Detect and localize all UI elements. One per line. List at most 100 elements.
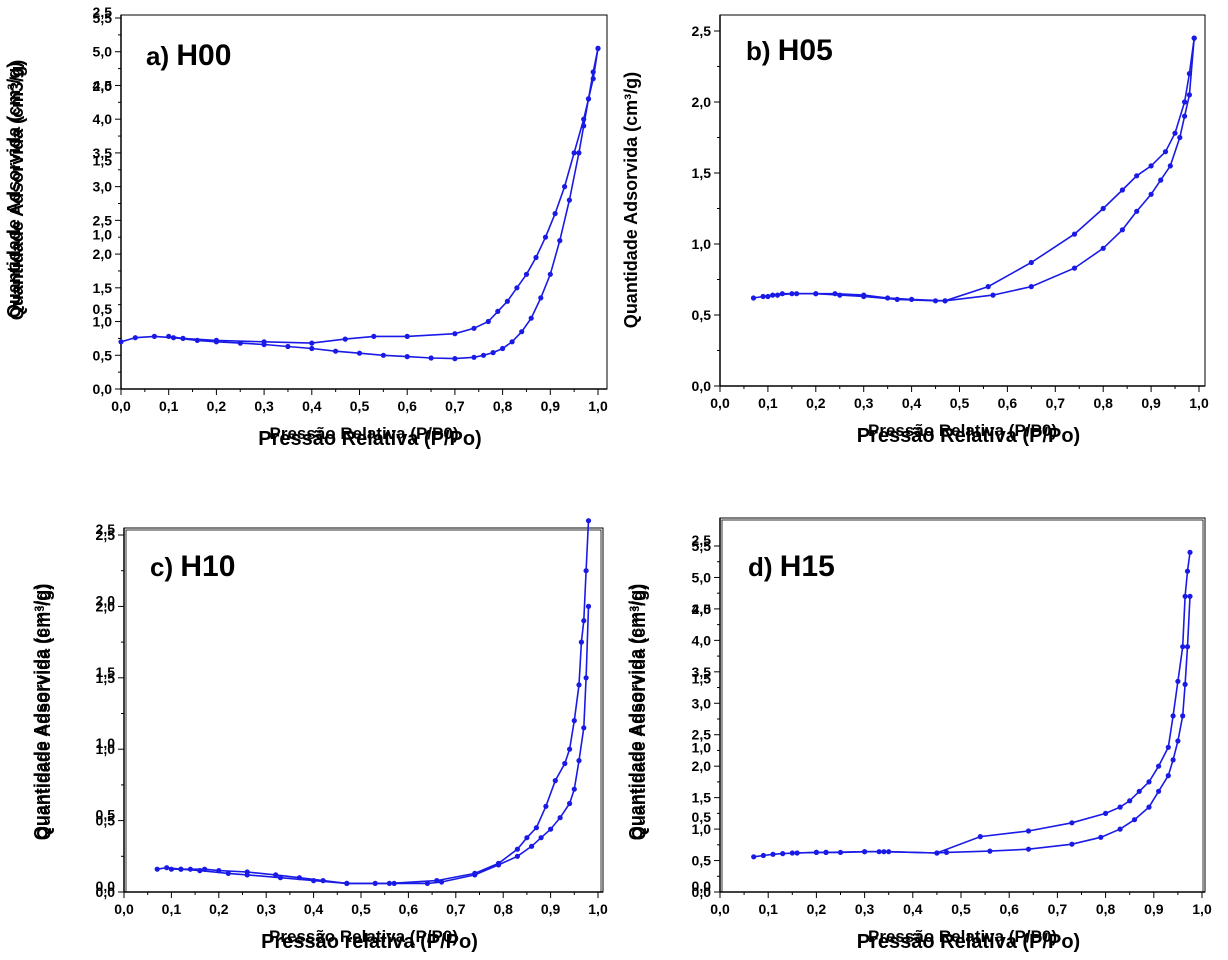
- data-point: [1162, 149, 1169, 155]
- series-line-adsorption: [120, 48, 599, 360]
- data-point: [861, 292, 867, 298]
- y-tick-label: 2,0: [692, 94, 712, 110]
- x-axis-label: Pressão Relativa (P/Po): [857, 931, 1080, 953]
- data-point: [583, 675, 589, 681]
- y-tick-label: 1,0: [692, 821, 712, 837]
- data-point: [213, 337, 219, 343]
- data-point: [1136, 788, 1142, 794]
- chart-panel-b: 0,0 0,1 0,2 0,3 0,4 0,5 0,6 0,7 0,8 0,9 1,0 0,0 0,5 1…: [621, 14, 1209, 447]
- y-tick-label: 5,5: [692, 538, 712, 554]
- chart-panel-c: 0,0 0,1 0,2 0,3 0,4 0,5 0,6 0,7 0,8 0,9 1,0 0,0 0,5 1…: [31, 518, 608, 953]
- x-tick-label: 0,9: [1144, 901, 1164, 917]
- data-point: [1148, 163, 1154, 169]
- data-point: [1100, 205, 1106, 212]
- data-point: [548, 826, 554, 832]
- y-tick-label-overlay: 1,5: [692, 670, 712, 686]
- y-tick-label: 1,0: [96, 741, 116, 757]
- data-point: [1117, 804, 1123, 810]
- panel-title: d) H15: [748, 550, 835, 583]
- y-tick-label: 2,5: [96, 527, 116, 543]
- y-tick-label: 3,5: [692, 664, 712, 680]
- data-point: [424, 880, 430, 887]
- data-point: [309, 340, 315, 346]
- x-axis-label: Pressão Relativa (P/P0): [270, 424, 459, 443]
- y-tick-label: 1,5: [93, 280, 113, 296]
- data-point: [523, 271, 530, 277]
- y-axis-label: Quantidade Adsorvida (cm³/g): [629, 584, 649, 840]
- data-point: [832, 291, 838, 297]
- data-point: [552, 778, 558, 784]
- data-point: [490, 350, 496, 356]
- data-point: [1186, 71, 1192, 77]
- y-tick-label: 4,5: [692, 601, 712, 617]
- panel-title-name: H00: [176, 39, 231, 72]
- x-axis-label: Pressão relativa (P/Po): [261, 931, 478, 953]
- y-tick-label: 2,0: [692, 758, 712, 774]
- data-point: [471, 325, 477, 331]
- data-point: [151, 333, 157, 339]
- data-point: [547, 271, 553, 277]
- x-tick-label: 0,4: [302, 398, 322, 414]
- y-tick-label: 4,0: [692, 632, 712, 648]
- data-point: [533, 825, 540, 831]
- panel-title: c) H10: [150, 550, 235, 583]
- y-tick-label: 0,0: [96, 884, 116, 900]
- x-tick-label: 0,6: [399, 901, 419, 917]
- y-tick-label: 0,0: [692, 884, 712, 900]
- y-tick-label-overlay: 0,0: [96, 878, 116, 894]
- panel-title-name: H05: [778, 34, 833, 67]
- data-point: [1025, 828, 1032, 834]
- panel-title-name: H15: [780, 550, 835, 583]
- x-tick-label: 0,4: [304, 901, 324, 917]
- data-point: [485, 318, 491, 325]
- x-tick-label: 0,0: [710, 901, 730, 917]
- y-tick-label: 0,0: [692, 378, 712, 394]
- data-point: [1103, 810, 1109, 817]
- x-tick-label: 0,1: [758, 395, 778, 411]
- data-point: [1131, 817, 1138, 823]
- data-point: [538, 835, 544, 841]
- panel-title-name: H10: [180, 550, 235, 583]
- x-tick-label: 0,9: [541, 901, 561, 917]
- y-tick-label: 2,0: [96, 598, 116, 614]
- data-point: [244, 872, 250, 878]
- data-point: [1069, 841, 1075, 847]
- data-point: [538, 295, 544, 301]
- x-tick-label: 0,1: [758, 901, 778, 917]
- series-line-adsorption: [753, 596, 1191, 858]
- plot-frame-inner: [125, 529, 602, 893]
- series-line-desorption: [767, 37, 1195, 302]
- y-tick-label: 0,5: [692, 853, 712, 869]
- data-point: [504, 298, 510, 304]
- data-point: [813, 291, 819, 297]
- data-point: [1127, 798, 1133, 804]
- x-tick-label: 0,8: [493, 398, 513, 414]
- chart-panel-d: 0,0 0,1 0,2 0,3 0,4 0,5 0,6 0,7 0,8 0,9 1,00,00,51…: [626, 517, 1212, 953]
- data-point: [1165, 744, 1171, 750]
- chart-panel-a: 0,0 0,1 0,2 0,3 0,4 0,5 0,6 0,7 0,8 0,9 1,00,00,51…: [4, 4, 608, 450]
- y-tick-label: 1,0: [692, 236, 712, 252]
- x-tick-label: 0,3: [854, 395, 874, 411]
- data-point: [404, 333, 410, 339]
- data-point: [750, 295, 757, 301]
- y-tick-label-overlay: 2,5: [692, 532, 712, 548]
- x-tick-label: 0,2: [209, 901, 229, 917]
- data-point: [1028, 259, 1034, 266]
- y-tick-label: 4,0: [93, 111, 113, 127]
- data-point: [514, 285, 520, 291]
- data-point: [1182, 113, 1188, 119]
- data-point: [1182, 99, 1188, 105]
- data-point: [562, 760, 568, 767]
- y-axis-label: Quantidade Adsorvida (cm3/g): [7, 60, 27, 320]
- data-point: [977, 834, 983, 840]
- data-point: [770, 851, 776, 857]
- y-tick-label-overlay: 1,0: [692, 740, 712, 756]
- panel-title: a) H00: [146, 39, 231, 72]
- data-point: [500, 345, 506, 352]
- data-point: [576, 682, 582, 688]
- data-point: [943, 849, 950, 856]
- data-point: [514, 853, 521, 859]
- y-tick-label-overlay: 0,5: [96, 807, 116, 823]
- data-point: [780, 851, 786, 857]
